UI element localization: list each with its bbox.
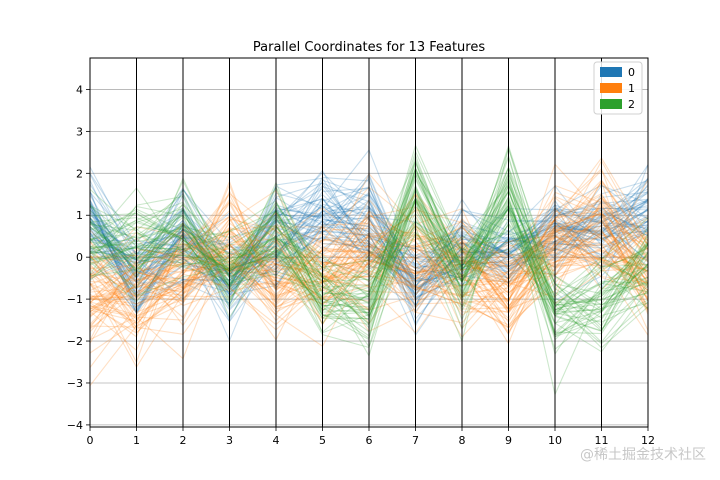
y-tick-label: 3 — [76, 125, 83, 138]
legend-swatch-1 — [600, 83, 622, 93]
chart-title: Parallel Coordinates for 13 Features — [253, 40, 485, 55]
y-tick-label: 4 — [76, 83, 83, 96]
x-tick-label: 11 — [595, 434, 609, 447]
x-tick-label: 3 — [226, 434, 233, 447]
y-tick-label: −3 — [67, 377, 83, 390]
x-tick-label: 7 — [412, 434, 419, 447]
y-tick-label: 0 — [76, 251, 83, 264]
legend-label-1: 1 — [628, 82, 635, 95]
y-tick-label: −1 — [67, 293, 83, 306]
x-tick-label: 8 — [459, 434, 466, 447]
x-tick-label: 5 — [319, 434, 326, 447]
plot-frame — [89, 57, 649, 428]
x-tick-label: 2 — [180, 434, 187, 447]
y-tick-label: 2 — [76, 167, 83, 180]
legend-label-2: 2 — [628, 98, 635, 111]
y-tick-label: −4 — [67, 419, 83, 432]
legend-label-0: 0 — [628, 66, 635, 79]
x-tick-label: 10 — [548, 434, 562, 447]
y-tick-label: −2 — [67, 335, 83, 348]
y-tick-label: 1 — [76, 209, 83, 222]
x-tick-label: 4 — [273, 434, 280, 447]
x-tick-label: 9 — [505, 434, 512, 447]
legend-swatch-0 — [600, 67, 622, 77]
x-tick-label: 6 — [366, 434, 373, 447]
legend-swatch-2 — [600, 99, 622, 109]
x-tick-label: 12 — [641, 434, 655, 447]
watermark-text: @稀土掘金技术社区 — [580, 447, 706, 463]
x-tick-label: 1 — [133, 434, 140, 447]
x-tick-label: 0 — [87, 434, 94, 447]
